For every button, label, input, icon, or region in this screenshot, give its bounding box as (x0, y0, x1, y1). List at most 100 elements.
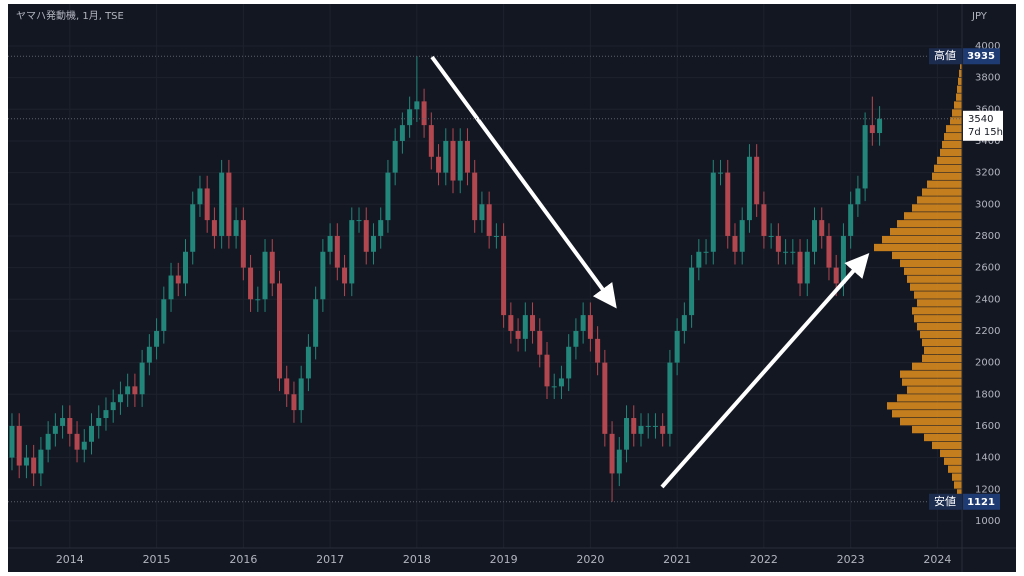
candle-body (689, 267, 695, 316)
y-tick-label: 3600 (975, 104, 1000, 115)
low-value-box (963, 493, 1000, 510)
profile-bar (890, 228, 962, 236)
candle-body (660, 425, 666, 434)
candle-body (349, 220, 355, 284)
candle-body (45, 433, 51, 450)
candle-body (732, 235, 738, 252)
chart-title: ヤマハ発動機, 1月, TSE (16, 9, 124, 22)
candle-body (783, 251, 789, 253)
candle-body (696, 251, 702, 268)
profile-bar (900, 259, 962, 268)
candle-body (848, 204, 854, 236)
candle-body (414, 101, 420, 110)
x-tick-label: 2024 (923, 553, 951, 566)
candle-body (855, 188, 861, 205)
candle-body (248, 267, 254, 300)
x-tick-label: 2015 (143, 553, 171, 566)
profile-bar (922, 188, 962, 196)
profile-bar (960, 61, 962, 70)
candle-body (551, 386, 557, 388)
profile-bar (912, 425, 962, 434)
candle-body (211, 220, 217, 236)
y-tick-label: 1800 (975, 389, 1000, 400)
candle-body (804, 251, 810, 284)
candle-body (23, 457, 29, 466)
y-tick-label: 1000 (975, 516, 1000, 527)
x-tick-label: 2020 (576, 553, 604, 566)
candle-body (522, 315, 528, 339)
candle-body (718, 172, 724, 174)
up-arrow (660, 253, 870, 489)
candle-body (269, 251, 275, 284)
x-tick-label: 2019 (490, 553, 518, 566)
down-arrow (430, 55, 617, 309)
profile-bar (942, 140, 962, 149)
candle-body (110, 402, 116, 411)
y-tick-label: 3800 (975, 73, 1000, 84)
profile-bar (959, 69, 962, 78)
x-tick-label: 2018 (403, 553, 431, 566)
candle-body (609, 433, 615, 474)
profile-bar (924, 433, 962, 442)
candle-body (450, 140, 456, 181)
y-tick-label: 3400 (975, 136, 1000, 147)
candle-body (291, 394, 297, 411)
candle-body (161, 299, 167, 331)
profile-bar (957, 85, 962, 93)
x-tick-label: 2023 (837, 553, 865, 566)
profile-bar (874, 243, 962, 252)
profile-bar (954, 101, 962, 109)
profile-bar (897, 394, 962, 402)
candle-body (67, 418, 73, 434)
profile-bar (940, 449, 962, 457)
candle-body (746, 156, 752, 221)
y-tick-label: 2000 (975, 358, 1000, 369)
profile-bar (922, 338, 962, 347)
candle-body (334, 235, 340, 268)
candle-body (276, 283, 282, 379)
candle-body (327, 235, 333, 252)
profile-bar (927, 180, 962, 188)
candle-body (638, 425, 644, 434)
y-tick-label: 2200 (975, 326, 1000, 337)
candle-body (132, 386, 138, 395)
candle-body (9, 425, 15, 458)
currency-label: JPY (971, 11, 988, 22)
candle-body (812, 220, 818, 252)
candle-body (298, 378, 304, 411)
candle-body (38, 449, 44, 474)
candle-body (486, 204, 492, 236)
profile-bar (887, 402, 962, 410)
candle-body (125, 386, 131, 395)
candle-body (580, 315, 586, 331)
profile-bar (917, 323, 962, 331)
profile-bar (912, 307, 962, 315)
candle-body (146, 346, 152, 363)
candle-body (168, 275, 174, 300)
candle-body (616, 449, 622, 474)
profile-bar (956, 93, 962, 101)
y-tick-label: 2400 (975, 294, 1000, 305)
profile-bar (920, 330, 962, 339)
y-tick-label: 2800 (975, 231, 1000, 242)
profile-bar (892, 410, 962, 418)
chart-background (8, 4, 1016, 572)
high-value: 3935 (967, 51, 995, 62)
profile-bar (902, 378, 962, 386)
y-tick-label: 3200 (975, 168, 1000, 179)
candle-body (862, 125, 868, 189)
candle-body (190, 204, 196, 252)
candle-body (363, 220, 369, 252)
profile-bar (952, 109, 962, 117)
candle-body (154, 330, 160, 347)
candle-body (385, 172, 391, 221)
low-label-box (929, 493, 962, 510)
candle-body (443, 140, 449, 173)
profile-bar (892, 251, 962, 260)
candle-body (399, 125, 405, 141)
profile-bar (954, 481, 962, 489)
candle-body (226, 172, 232, 236)
candle-body (681, 315, 687, 331)
y-tick-label: 1400 (975, 453, 1000, 464)
